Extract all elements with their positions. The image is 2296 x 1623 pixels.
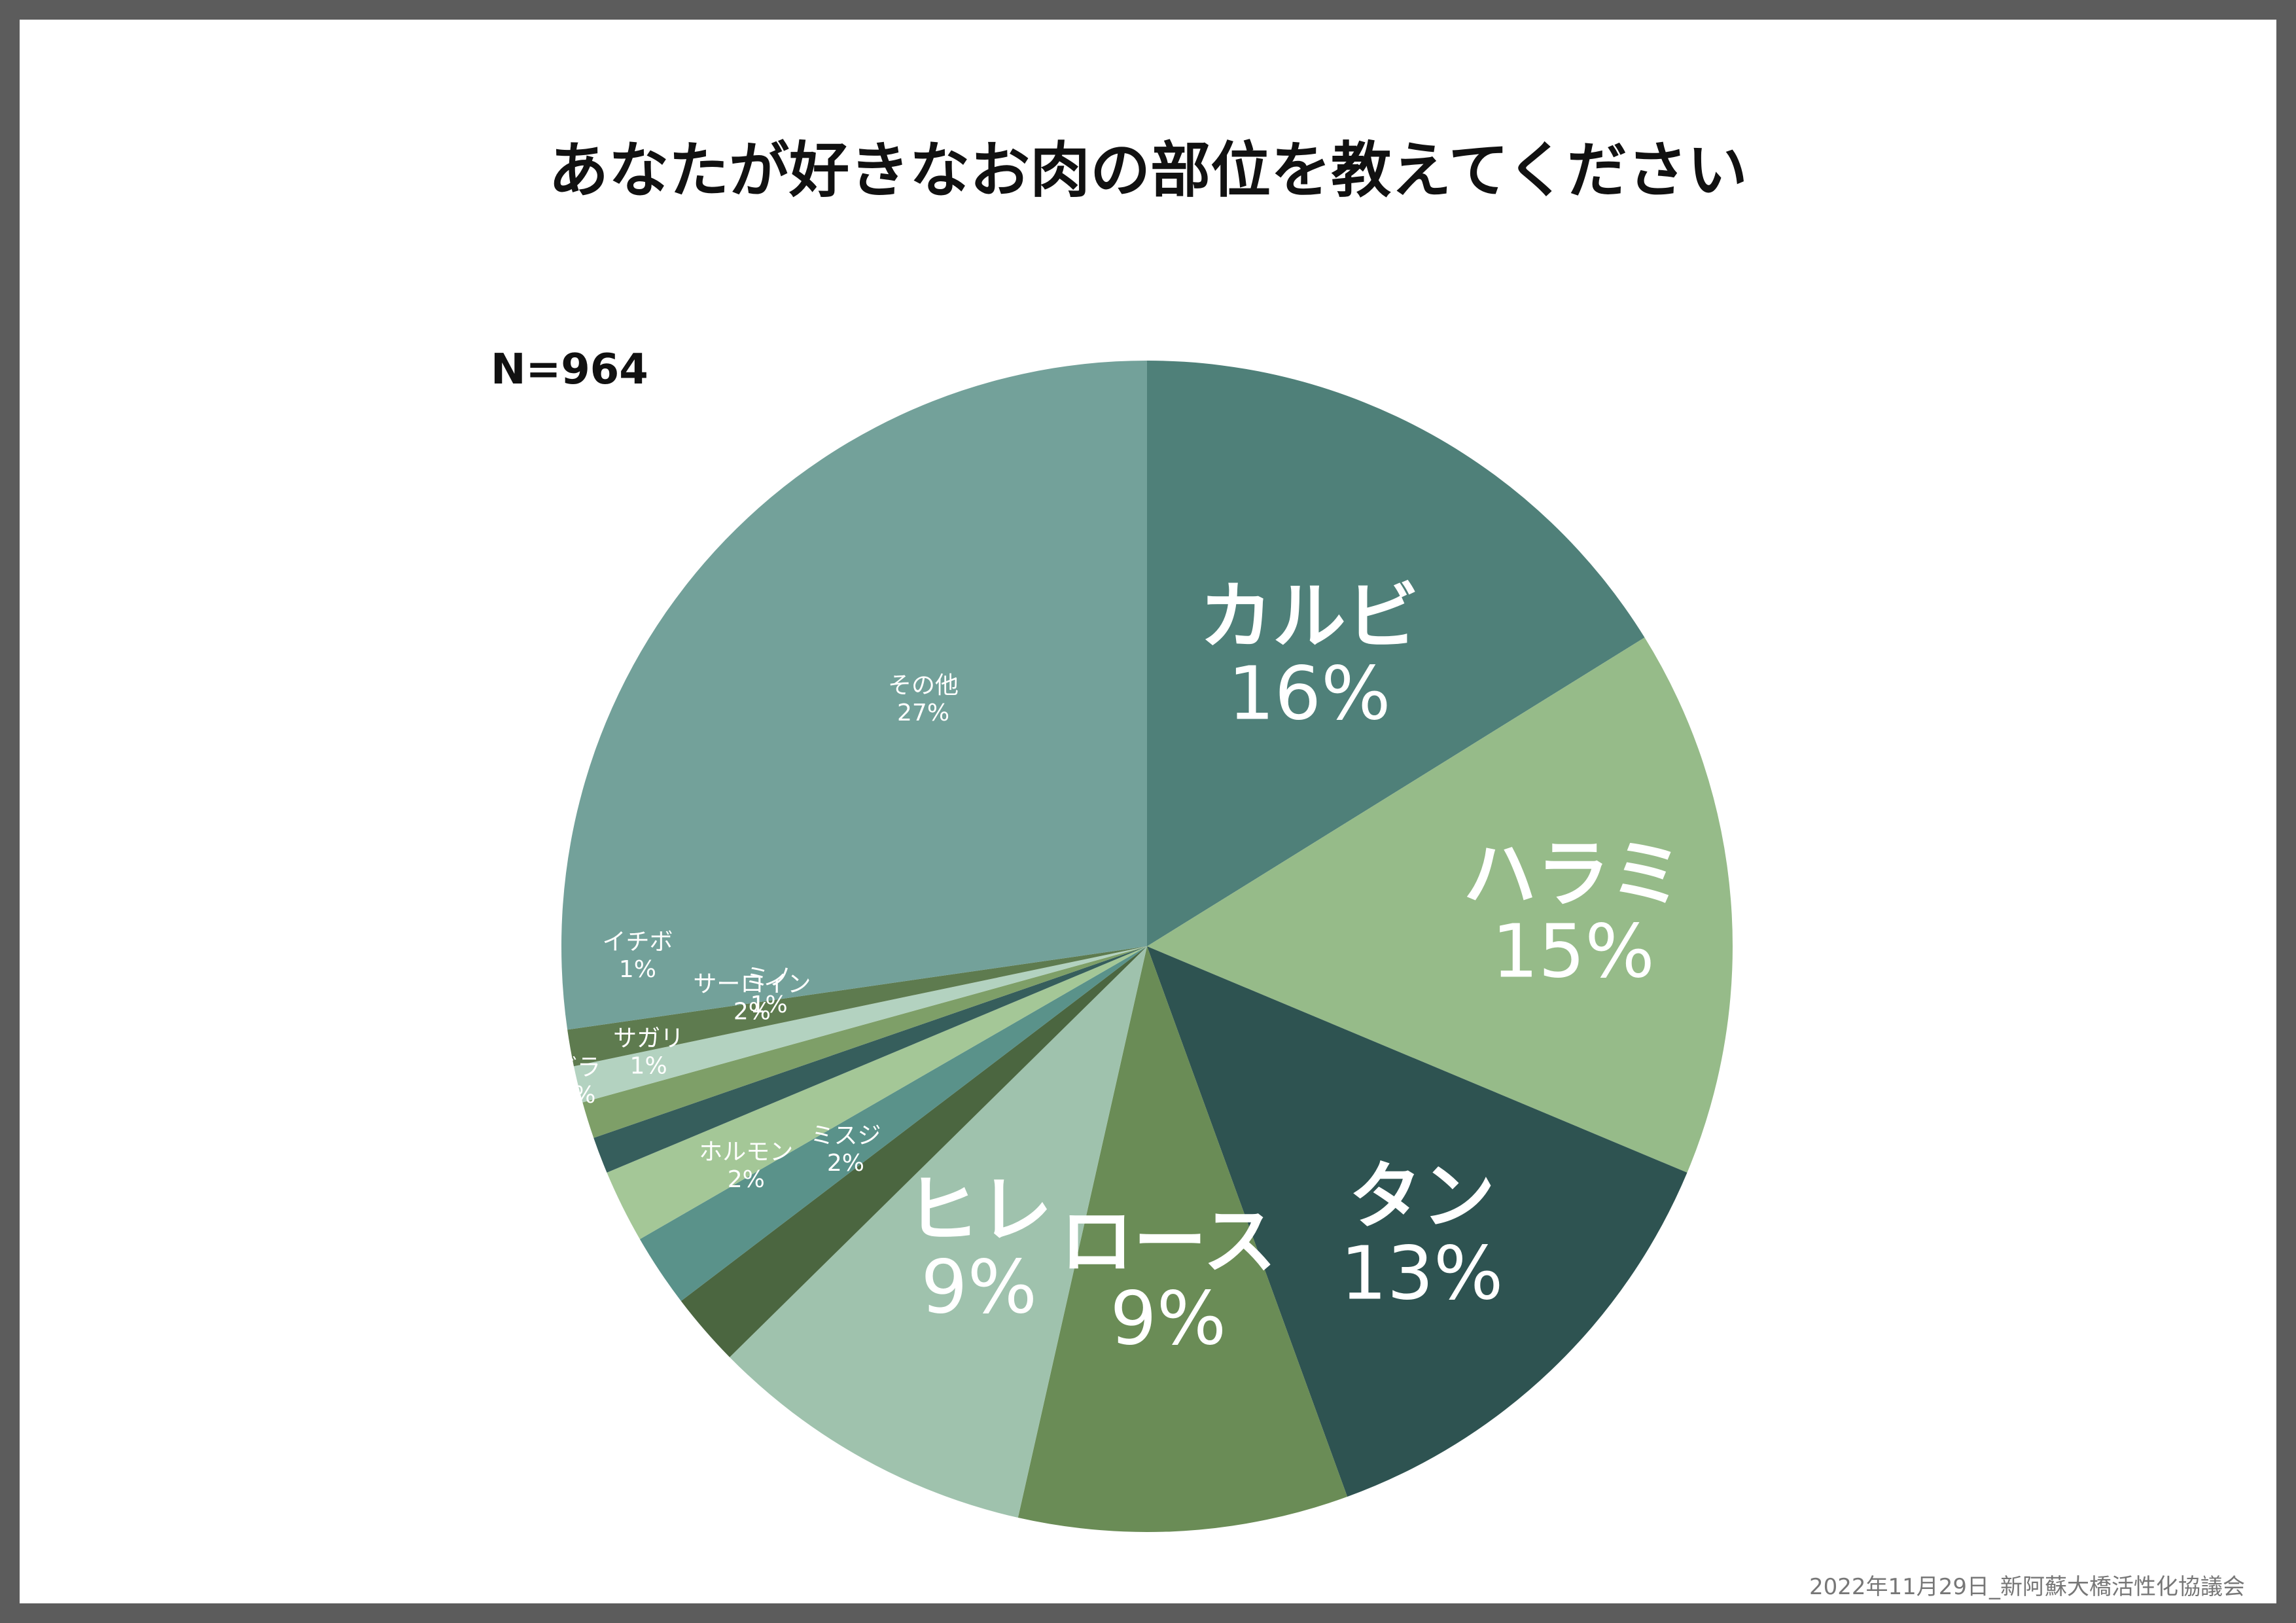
slice-percent-label: 16% [1228, 651, 1391, 736]
pie-slice [730, 946, 1147, 1518]
slice-category-label: バラ [554, 1054, 601, 1081]
chart-title: あなたが好きなお肉の部位を教えてください [548, 135, 1748, 205]
pie-slice [593, 946, 1147, 1173]
slice-category-label: タン [1349, 1154, 1495, 1240]
slice-percent-label: 9% [921, 1245, 1037, 1330]
pie-slice [607, 946, 1147, 1240]
slice-percent-label: 1% [751, 991, 788, 1018]
pie-slice [567, 946, 1147, 1067]
pie-slice [1147, 361, 1645, 946]
slice-category-label: ミノ [745, 964, 792, 991]
slice-category-label: ホルモン [699, 1139, 793, 1166]
pie-slice [582, 946, 1147, 1138]
pie-slice [1147, 637, 1733, 1173]
slice-percent-label: 27% [897, 700, 949, 726]
pie-slice [639, 946, 1147, 1302]
footer-credit: 2022年11月29日_新阿蘇大橋活性化協議会 [1809, 1574, 2245, 1600]
slice-percent-label: 2% [728, 1166, 765, 1193]
slice-percent-label: 2% [827, 1150, 864, 1177]
pie-slice [561, 361, 1147, 1030]
slice-category-label: カルビ [1199, 574, 1419, 659]
slice-category-label: ロース [1060, 1199, 1276, 1284]
slice-category-label: ヒレ [906, 1168, 1052, 1253]
sample-size-label: N=964 [491, 346, 648, 394]
slice-percent-label: 13% [1341, 1232, 1504, 1317]
pie-chart: カルビ16%ハラミ15%タン13%ロース9%ヒレ9%ミスジ2%ホルモン2%サーロ… [554, 361, 1733, 1533]
slice-category-label: その他 [888, 672, 959, 699]
slice-category-label: サーロイン [693, 971, 811, 998]
slice-percent-label: 1% [558, 1082, 595, 1109]
chart-slide: あなたが好きなお肉の部位を教えてください N=964 カルビ 16% ハラミ 15% タ… [20, 20, 2276, 1603]
pie-slice [573, 946, 1147, 1103]
slice-percent-label: 1% [630, 1052, 667, 1079]
slice-percent-label: 1% [619, 956, 656, 983]
pie-slice [1017, 946, 1348, 1533]
slice-category-label: サガリ [613, 1025, 684, 1052]
slice-percent-label: 9% [1110, 1276, 1227, 1361]
pie-slice [1147, 946, 1687, 1497]
pie-slice [680, 946, 1147, 1357]
slice-percent-label: 15% [1492, 909, 1655, 994]
slice-category-label: ハラミ [1463, 832, 1683, 917]
slice-category-label: イチボ [602, 929, 673, 955]
slice-percent-label: 2% [733, 999, 771, 1026]
slice-category-label: ミスジ [810, 1122, 881, 1149]
